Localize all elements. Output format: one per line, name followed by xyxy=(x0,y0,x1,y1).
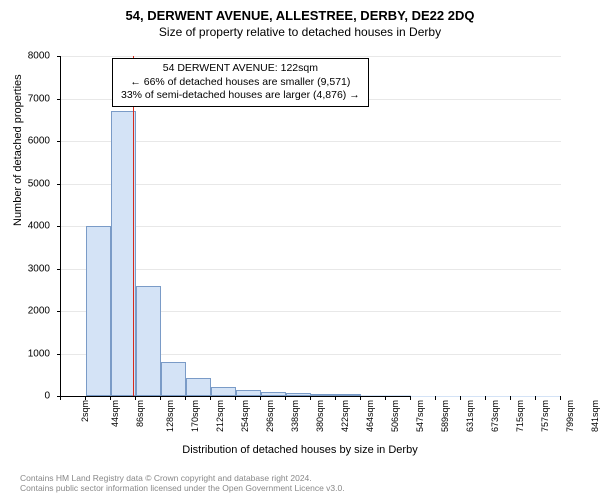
xtick-mark xyxy=(110,396,111,400)
xtick-label: 296sqm xyxy=(265,400,275,432)
xtick-label: 170sqm xyxy=(190,400,200,432)
info-box: 54 DERWENT AVENUE: 122sqm ← 66% of detac… xyxy=(112,58,369,107)
ytick-mark xyxy=(57,56,61,57)
ytick-mark xyxy=(57,311,61,312)
xtick-mark xyxy=(385,396,386,400)
grid-line xyxy=(61,56,561,57)
ytick-label: 4000 xyxy=(0,221,50,232)
xtick-mark xyxy=(260,396,261,400)
xtick-label: 212sqm xyxy=(215,400,225,432)
page-title: 54, DERWENT AVENUE, ALLESTREE, DERBY, DE… xyxy=(0,0,600,23)
histogram-bar xyxy=(311,394,336,396)
grid-line xyxy=(61,226,561,227)
xtick-label: 547sqm xyxy=(415,400,425,432)
grid-line xyxy=(61,184,561,185)
xtick-label: 254sqm xyxy=(240,400,250,432)
xtick-label: 44sqm xyxy=(110,400,120,427)
xtick-mark xyxy=(185,396,186,400)
xtick-label: 757sqm xyxy=(540,400,550,432)
xtick-mark xyxy=(235,396,236,400)
xtick-mark xyxy=(435,396,436,400)
ytick-label: 6000 xyxy=(0,136,50,147)
ytick-mark xyxy=(57,141,61,142)
ytick-mark xyxy=(57,354,61,355)
xtick-mark xyxy=(335,396,336,400)
xtick-mark xyxy=(460,396,461,400)
xtick-label: 673sqm xyxy=(490,400,500,432)
footer-line-2: Contains public sector information licen… xyxy=(20,483,345,494)
xtick-mark xyxy=(410,396,411,400)
xtick-label: 128sqm xyxy=(165,400,175,432)
chart-area: 2sqm44sqm86sqm128sqm170sqm212sqm254sqm29… xyxy=(60,56,560,396)
xtick-mark xyxy=(360,396,361,400)
grid-line xyxy=(61,269,561,270)
info-line-2: ← 66% of detached houses are smaller (9,… xyxy=(121,76,360,90)
xtick-mark xyxy=(160,396,161,400)
histogram-bar xyxy=(161,362,186,396)
xtick-mark xyxy=(535,396,536,400)
xtick-mark xyxy=(560,396,561,400)
histogram-bar xyxy=(336,394,361,396)
xtick-mark xyxy=(135,396,136,400)
xtick-mark xyxy=(60,396,61,400)
footer-line-1: Contains HM Land Registry data © Crown c… xyxy=(20,473,345,484)
xtick-label: 380sqm xyxy=(315,400,325,432)
ytick-label: 3000 xyxy=(0,263,50,274)
xtick-mark xyxy=(310,396,311,400)
ytick-label: 2000 xyxy=(0,306,50,317)
xtick-label: 464sqm xyxy=(365,400,375,432)
info-line-3: 33% of semi-detached houses are larger (… xyxy=(121,89,360,103)
ytick-label: 7000 xyxy=(0,93,50,104)
page-subtitle: Size of property relative to detached ho… xyxy=(0,23,600,45)
xtick-label: 506sqm xyxy=(390,400,400,432)
histogram-bar xyxy=(386,395,411,396)
histogram-bar xyxy=(211,387,236,396)
histogram-bar xyxy=(261,392,286,396)
histogram-bar xyxy=(361,395,386,396)
plot-area xyxy=(60,56,561,397)
ytick-label: 1000 xyxy=(0,348,50,359)
ytick-mark xyxy=(57,99,61,100)
chart-container: 54, DERWENT AVENUE, ALLESTREE, DERBY, DE… xyxy=(0,0,600,500)
ytick-label: 8000 xyxy=(0,51,50,62)
xtick-label: 631sqm xyxy=(465,400,475,432)
xtick-label: 86sqm xyxy=(135,400,145,427)
info-line-1: 54 DERWENT AVENUE: 122sqm xyxy=(121,62,360,76)
xtick-label: 799sqm xyxy=(565,400,575,432)
ytick-mark xyxy=(57,269,61,270)
xtick-label: 715sqm xyxy=(515,400,525,432)
xtick-mark xyxy=(510,396,511,400)
histogram-bar xyxy=(86,226,111,396)
histogram-bar xyxy=(286,393,311,396)
ytick-label: 5000 xyxy=(0,178,50,189)
xtick-label: 2sqm xyxy=(80,400,90,422)
histogram-bar xyxy=(136,286,161,397)
ytick-label: 0 xyxy=(0,391,50,402)
xtick-label: 841sqm xyxy=(590,400,600,432)
histogram-bar xyxy=(236,390,261,396)
grid-line xyxy=(61,141,561,142)
xtick-label: 338sqm xyxy=(290,400,300,432)
xtick-label: 422sqm xyxy=(340,400,350,432)
xtick-mark xyxy=(210,396,211,400)
ytick-mark xyxy=(57,226,61,227)
histogram-bar xyxy=(186,378,211,396)
marker-line xyxy=(133,56,134,396)
xtick-mark xyxy=(485,396,486,400)
ytick-mark xyxy=(57,184,61,185)
xtick-label: 589sqm xyxy=(440,400,450,432)
xtick-mark xyxy=(85,396,86,400)
xtick-mark xyxy=(285,396,286,400)
footer: Contains HM Land Registry data © Crown c… xyxy=(20,473,345,494)
x-axis-label: Distribution of detached houses by size … xyxy=(0,444,600,456)
